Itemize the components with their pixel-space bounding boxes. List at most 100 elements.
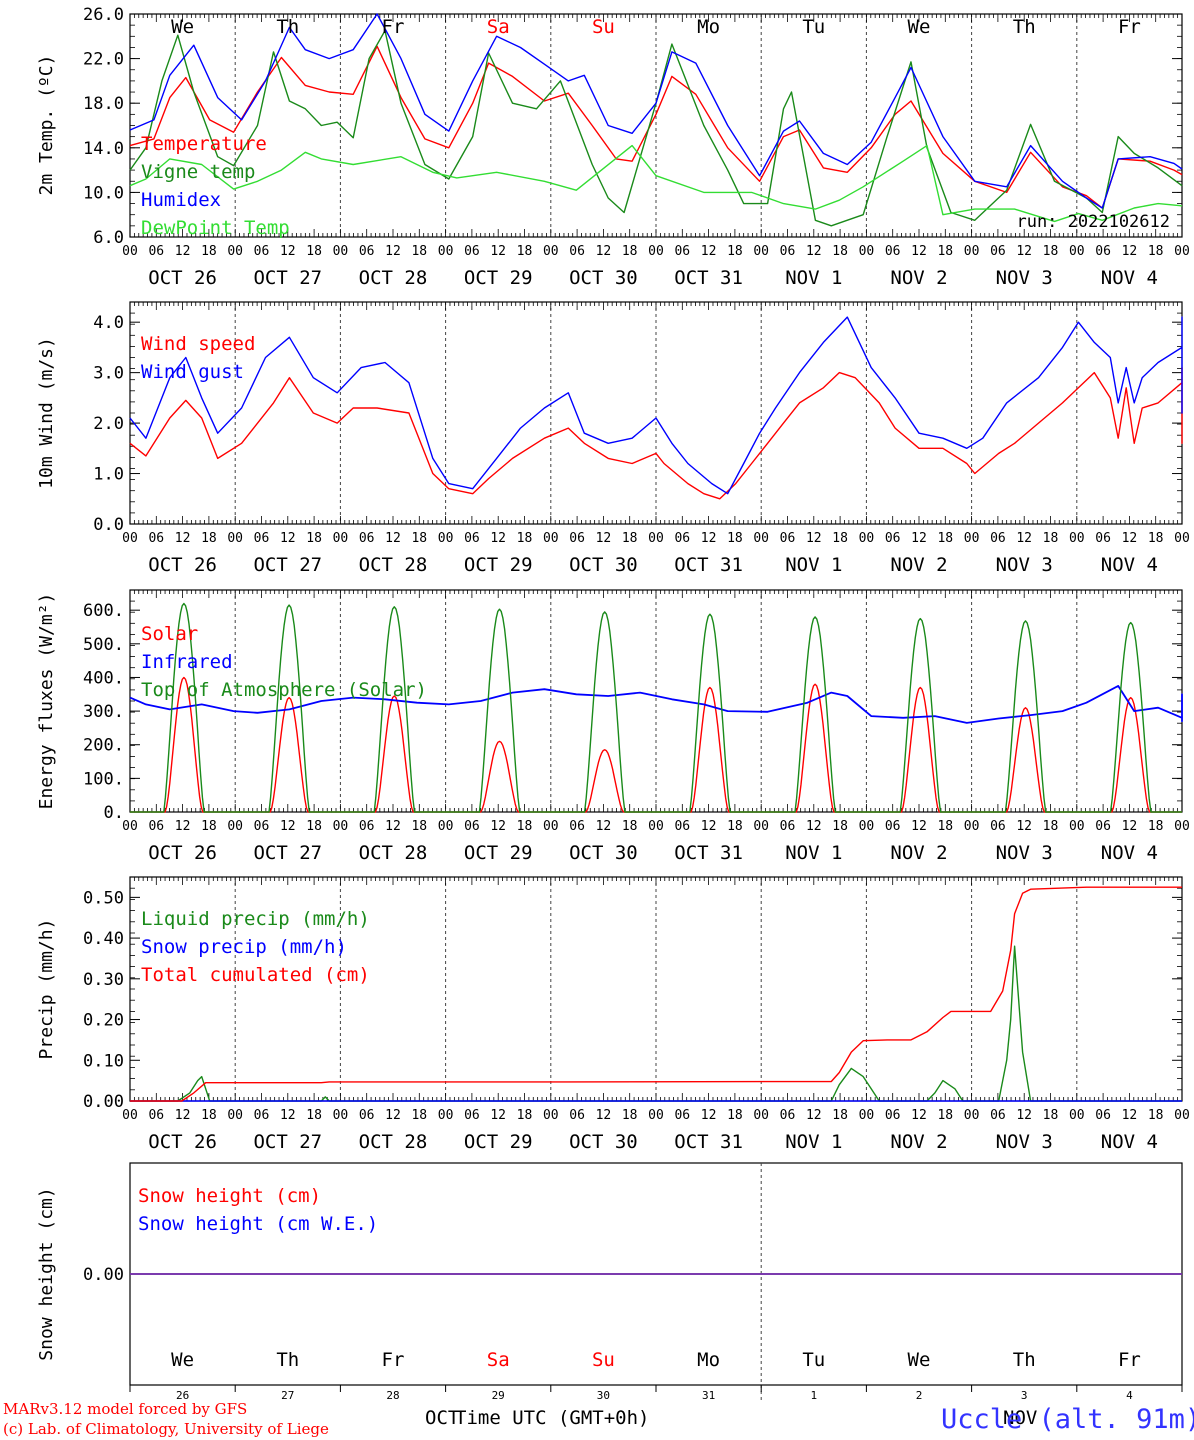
hour-tick-label: 06 (359, 819, 375, 834)
date-label: OCT 31 (674, 267, 743, 289)
day-number: 2 (916, 1389, 923, 1402)
hour-tick-label: 00 (859, 819, 875, 834)
hour-tick-label: 12 (385, 819, 401, 834)
hour-tick-label: 12 (701, 1108, 717, 1123)
y-tick-label: 6.0 (93, 228, 124, 248)
legend-entry: Top of Atmosphere (Solar) (141, 679, 427, 701)
y-axis-label: Snow height (cm) (36, 1187, 57, 1360)
hour-tick-label: 12 (175, 244, 191, 259)
hour-tick-label: 06 (148, 819, 164, 834)
hour-tick-label: 06 (1095, 819, 1111, 834)
hour-tick-label: 12 (701, 819, 717, 834)
date-label: NOV 1 (785, 267, 842, 289)
y-tick-label: 10.0 (83, 183, 124, 203)
legend-entry: Snow height (cm) (138, 1185, 321, 1207)
date-label: OCT 31 (674, 554, 743, 576)
day-number: 3 (1021, 1389, 1028, 1402)
y-tick-label: 22.0 (83, 50, 124, 70)
hour-tick-label: 12 (1016, 244, 1032, 259)
hour-tick-label: 12 (490, 819, 506, 834)
hour-tick-label: 18 (937, 1108, 953, 1123)
hour-tick-label: 12 (596, 819, 612, 834)
hour-tick-label: 12 (596, 244, 612, 259)
y-axis-label: 10m Wind (m/s) (36, 337, 57, 489)
date-label: OCT 29 (464, 554, 533, 576)
day-number: 4 (1126, 1389, 1133, 1402)
hour-tick-label: 18 (517, 244, 533, 259)
hour-tick-label: 18 (201, 1108, 217, 1123)
date-label: NOV 2 (890, 842, 947, 864)
hour-tick-label: 06 (674, 1108, 690, 1123)
day-name-bottom: Fr (1118, 1349, 1141, 1371)
legend-entry: Snow height (cm W.E.) (138, 1213, 378, 1235)
hour-tick-label: 12 (490, 1108, 506, 1123)
hour-tick-label: 18 (1148, 244, 1164, 259)
hour-tick-label: 06 (885, 819, 901, 834)
hour-tick-label: 00 (438, 244, 454, 259)
date-label: NOV 2 (890, 267, 947, 289)
date-label: OCT 29 (464, 267, 533, 289)
y-tick-label: 18.0 (83, 94, 124, 114)
hour-tick-label: 06 (780, 1108, 796, 1123)
hour-tick-label: 12 (806, 819, 822, 834)
hour-tick-label: 12 (911, 531, 927, 546)
hour-tick-label: 06 (780, 531, 796, 546)
y-axis-label: 2m Temp. (ºC) (36, 55, 57, 196)
hour-tick-label: 06 (359, 1108, 375, 1123)
legend-entry: Liquid precip (mm/h) (141, 908, 370, 930)
hour-tick-label: 18 (517, 1108, 533, 1123)
series-group (129, 13, 1183, 227)
hour-tick-label: 00 (438, 531, 454, 546)
hour-tick-label: 12 (490, 531, 506, 546)
y-tick-label: 0.00 (83, 1092, 124, 1112)
date-label: OCT 27 (253, 1131, 322, 1153)
hour-tick-label: 00 (648, 1108, 664, 1123)
day-name-bottom: We (908, 1349, 931, 1371)
hour-tick-label: 12 (911, 819, 927, 834)
date-label: OCT 29 (464, 1131, 533, 1153)
date-label: OCT 26 (148, 1131, 217, 1153)
date-label: NOV 3 (996, 554, 1053, 576)
hour-tick-label: 12 (1122, 819, 1138, 834)
hour-tick-label: 12 (1122, 531, 1138, 546)
day-number: 1 (810, 1389, 817, 1402)
hour-tick-label: 06 (464, 244, 480, 259)
y-tick-label: 600. (83, 601, 124, 621)
day-name-bottom: Mo (697, 1349, 720, 1371)
hour-tick-label: 06 (254, 244, 270, 259)
hour-tick-label: 00 (227, 819, 243, 834)
hour-tick-label: 18 (832, 819, 848, 834)
panel-temp: 00 06 12 18 OCT 26 00 06 12 18 OCT 27 00 06 12 18 OCT … (36, 5, 1190, 289)
legend-entry: Humidex (141, 189, 221, 211)
hour-tick-label: 18 (727, 531, 743, 546)
hour-tick-label: 12 (385, 1108, 401, 1123)
y-tick-label: 14.0 (83, 139, 124, 159)
hour-tick-label: 06 (1095, 531, 1111, 546)
hour-tick-label: 18 (727, 819, 743, 834)
y-tick-label: 4.0 (93, 313, 124, 333)
hour-tick-label: 00 (1174, 244, 1190, 259)
date-label: OCT 28 (359, 842, 428, 864)
series-line-humidex (129, 13, 1183, 209)
date-label: OCT 26 (148, 267, 217, 289)
hour-tick-label: 00 (333, 531, 349, 546)
hour-tick-label: 06 (254, 1108, 270, 1123)
hour-tick-label: 18 (727, 244, 743, 259)
hour-tick-label: 18 (622, 1108, 638, 1123)
run-label: run: 2022102612 (1016, 212, 1170, 232)
day-name: Fr (1118, 16, 1141, 38)
date-label: OCT 28 (359, 1131, 428, 1153)
hour-tick-label: 12 (596, 531, 612, 546)
plot-frame (129, 13, 1183, 238)
hour-tick-label: 06 (569, 531, 585, 546)
hour-tick-label: 00 (227, 244, 243, 259)
hour-tick-label: 00 (333, 244, 349, 259)
hour-tick-label: 18 (201, 531, 217, 546)
date-label: OCT 30 (569, 1131, 638, 1153)
date-label: OCT 26 (148, 842, 217, 864)
hour-tick-label: 18 (832, 244, 848, 259)
legend-entry: DewPoint Temp (141, 217, 290, 239)
hour-tick-label: 00 (543, 244, 559, 259)
date-label: NOV 2 (890, 1131, 947, 1153)
